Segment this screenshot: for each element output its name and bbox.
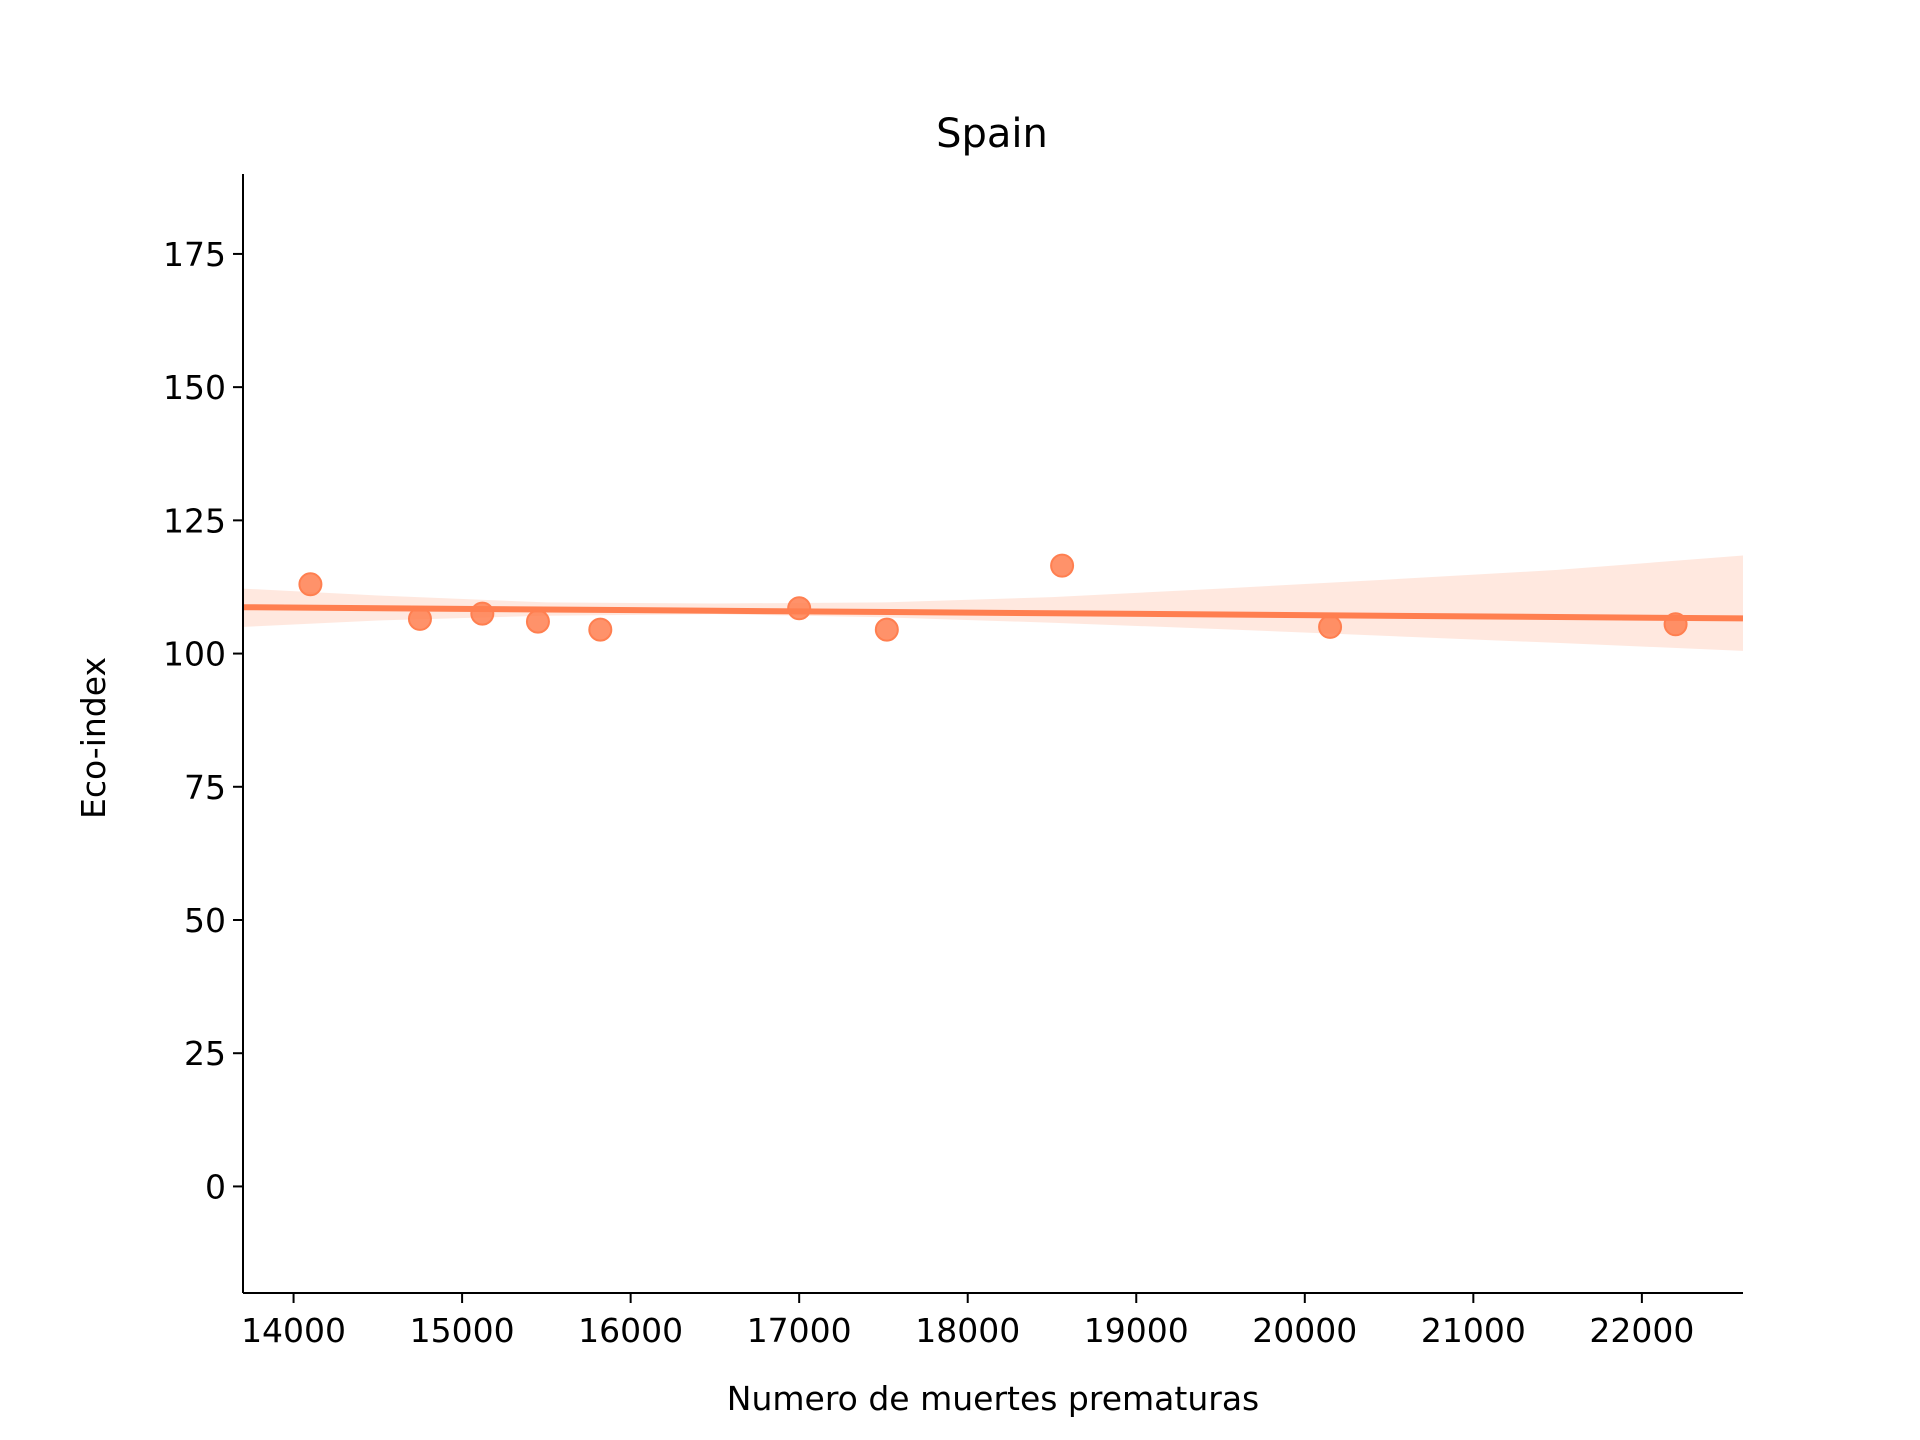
x-tick-label: 21000	[1421, 1311, 1526, 1350]
data-point-10	[1663, 612, 1688, 637]
data-point-3	[470, 601, 495, 626]
data-point-1	[298, 572, 323, 597]
x-tick-label: 19000	[1084, 1311, 1189, 1350]
y-tick-label: 175	[163, 235, 226, 274]
x-ticks: 14000 15000 16000 17000 18000 19000 20000 21000…	[241, 1293, 1694, 1350]
x-tick-label: 20000	[1252, 1311, 1357, 1350]
x-tick-label: 15000	[410, 1311, 515, 1350]
data-point-5	[588, 617, 613, 642]
y-tick-label: 0	[205, 1167, 226, 1206]
data-point-6	[787, 596, 812, 621]
data-point-9	[1318, 614, 1343, 639]
confidence-band	[243, 555, 1743, 651]
data-point-7	[874, 617, 899, 642]
data-point-8	[1050, 553, 1075, 578]
data-points-layer	[298, 553, 1688, 642]
data-point-4	[525, 609, 550, 634]
y-ticks: 0 25 50 75 100 125 150 175	[163, 235, 243, 1206]
axes	[242, 174, 1743, 1294]
x-tick-label: 14000	[241, 1311, 346, 1350]
y-tick-label: 150	[163, 368, 226, 407]
chart-title: Spain	[936, 111, 1048, 157]
x-tick-label: 17000	[747, 1311, 852, 1350]
y-tick-label: 100	[163, 635, 226, 674]
x-axis-title: Numero de muertes prematuras	[727, 1379, 1259, 1418]
y-tick-label: 75	[184, 768, 226, 807]
y-tick-label: 125	[163, 501, 226, 540]
y-tick-label: 25	[184, 1034, 226, 1073]
confidence-band-layer	[243, 555, 1743, 651]
x-tick-label: 18000	[915, 1311, 1020, 1350]
x-tick-label: 16000	[578, 1311, 683, 1350]
data-point-2	[407, 606, 432, 631]
y-axis-title: Eco-index	[74, 657, 113, 819]
x-tick-label: 22000	[1589, 1311, 1694, 1350]
y-tick-label: 50	[184, 901, 226, 940]
